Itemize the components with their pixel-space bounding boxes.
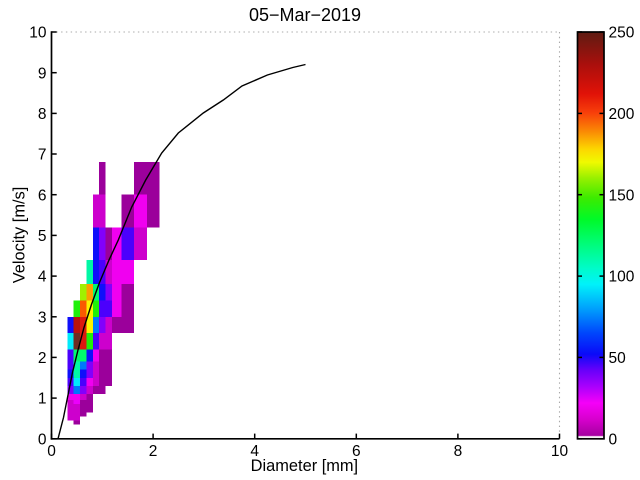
svg-text:2: 2 (149, 443, 158, 460)
svg-text:6: 6 (38, 187, 47, 204)
svg-text:250: 250 (609, 25, 635, 42)
svg-text:4: 4 (38, 269, 47, 286)
svg-text:4: 4 (250, 443, 259, 460)
svg-text:0: 0 (609, 431, 618, 448)
svg-text:5: 5 (38, 228, 47, 245)
svg-text:8: 8 (38, 106, 47, 123)
svg-text:05−Mar−2019: 05−Mar−2019 (249, 5, 361, 25)
svg-text:8: 8 (454, 443, 463, 460)
svg-text:10: 10 (551, 443, 569, 460)
svg-text:1: 1 (38, 391, 47, 408)
svg-text:100: 100 (609, 269, 635, 286)
svg-text:200: 200 (609, 106, 635, 123)
svg-text:Diameter [mm]: Diameter [mm] (251, 457, 358, 475)
svg-text:3: 3 (38, 309, 47, 326)
svg-text:2: 2 (38, 350, 47, 367)
svg-text:Velocity [m/s]: Velocity [m/s] (10, 187, 28, 284)
svg-text:0: 0 (38, 431, 47, 448)
svg-text:6: 6 (352, 443, 361, 460)
svg-text:50: 50 (609, 350, 627, 367)
svg-text:150: 150 (609, 187, 635, 204)
svg-text:9: 9 (38, 65, 47, 82)
svg-text:0: 0 (47, 443, 56, 460)
svg-text:10: 10 (29, 25, 47, 42)
svg-text:7: 7 (38, 147, 47, 164)
